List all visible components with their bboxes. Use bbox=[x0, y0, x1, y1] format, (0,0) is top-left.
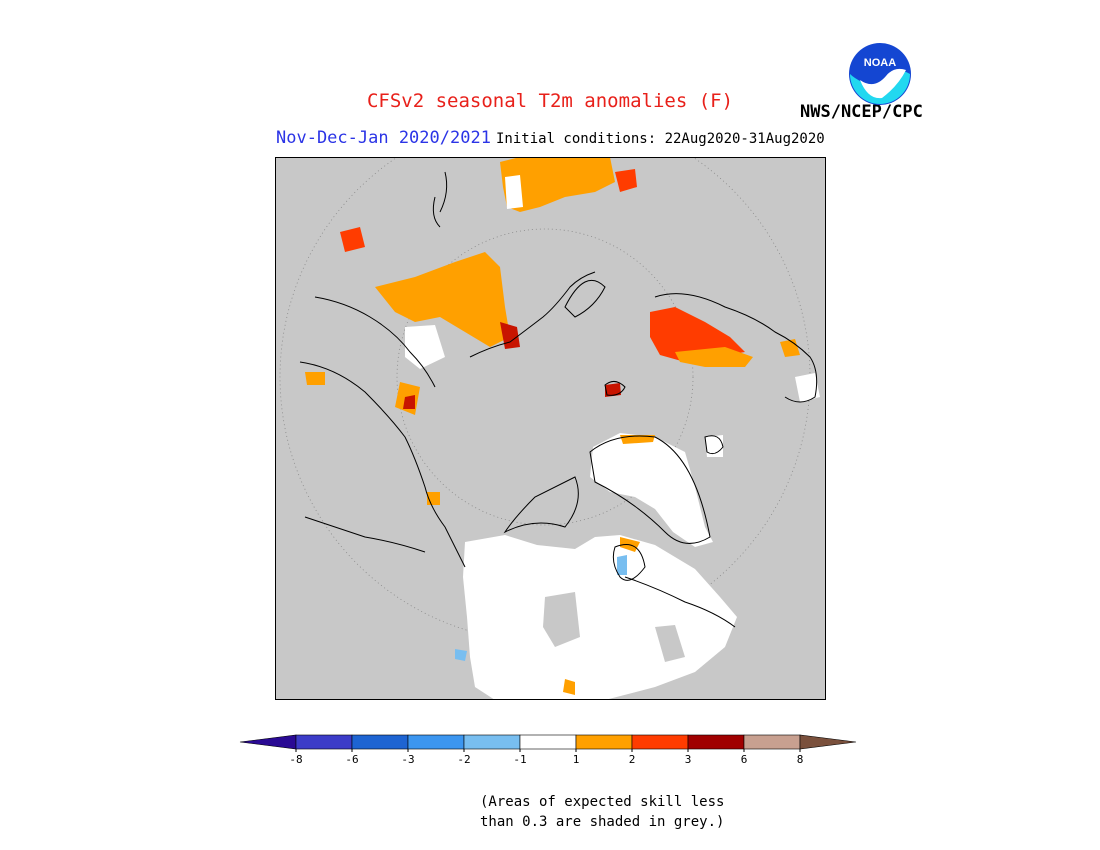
colorbar-segment bbox=[687, 734, 745, 750]
canada-cool-anomaly bbox=[455, 649, 467, 661]
siberia-strong-anomaly bbox=[615, 169, 637, 192]
colorbar: -8 -6 -3 -2 -1 1 2 3 6 8 bbox=[239, 734, 857, 766]
polar-map bbox=[275, 157, 826, 700]
colorbar-segment bbox=[743, 734, 801, 750]
colorbar-segment bbox=[575, 734, 633, 750]
initial-conditions: Initial conditions: 22Aug2020-31Aug2020 bbox=[496, 131, 825, 147]
chart-title: CFSv2 seasonal T2m anomalies (F) bbox=[366, 90, 734, 112]
siberia-neutral bbox=[505, 175, 523, 209]
skill-mask-patch bbox=[655, 625, 685, 662]
siberia-warm-anomaly bbox=[500, 157, 615, 212]
skill-note: (Areas of expected skill less than 0.3 a… bbox=[480, 792, 724, 832]
noaa-logo: NOAA bbox=[849, 43, 911, 105]
colorbar-tick-label: -2 bbox=[457, 753, 470, 766]
aleutian-warm-anomaly bbox=[305, 372, 325, 385]
colorbar-tick-label: 6 bbox=[741, 753, 748, 766]
beringia-strong-anomaly bbox=[500, 322, 520, 349]
alaska-strong-anomaly bbox=[403, 395, 415, 409]
colorbar-segment bbox=[519, 734, 577, 750]
beringia-warm-anomaly bbox=[375, 252, 510, 347]
colorbar-tick-label: -6 bbox=[345, 753, 358, 766]
scandinavia-warm-anomaly bbox=[675, 347, 753, 367]
agency-label: NWS/NCEP/CPC bbox=[800, 102, 923, 122]
colorbar-segment bbox=[463, 734, 521, 750]
note-line-1: (Areas of expected skill less bbox=[480, 794, 725, 810]
colorbar-segment bbox=[407, 734, 465, 750]
colorbar-segment bbox=[799, 734, 857, 750]
coastlines bbox=[299, 171, 818, 628]
colorbar-tick-label: 8 bbox=[797, 753, 804, 766]
skill-mask-patch bbox=[543, 592, 580, 647]
colorbar-tick-label: -8 bbox=[289, 753, 302, 766]
colorbar-segment bbox=[295, 734, 353, 750]
colorbar-tick-label: 1 bbox=[573, 753, 580, 766]
logo-text: NOAA bbox=[864, 57, 896, 69]
hudson-cool-anomaly bbox=[617, 555, 627, 575]
colorbar-segment bbox=[239, 734, 297, 750]
colorbar-tick-label: -3 bbox=[401, 753, 414, 766]
baltic-warm-anomaly bbox=[780, 339, 800, 357]
colorbar-tick-label: 3 bbox=[685, 753, 692, 766]
europe-neutral bbox=[795, 373, 820, 402]
kamchatka-strong-anomaly bbox=[340, 227, 365, 252]
greenland-warm-anomaly bbox=[620, 435, 655, 444]
forecast-period: Nov-Dec-Jan 2020/2021 bbox=[276, 128, 491, 148]
colorbar-tick-label: -1 bbox=[513, 753, 526, 766]
colorbar-tick-label: 2 bbox=[629, 753, 636, 766]
colorbar-segment bbox=[631, 734, 689, 750]
arctic-strong-anomaly bbox=[605, 383, 621, 397]
colorbar-segment bbox=[351, 734, 409, 750]
note-line-2: than 0.3 are shaded in grey.) bbox=[480, 814, 725, 830]
quebec-warm-anomaly bbox=[563, 679, 575, 695]
